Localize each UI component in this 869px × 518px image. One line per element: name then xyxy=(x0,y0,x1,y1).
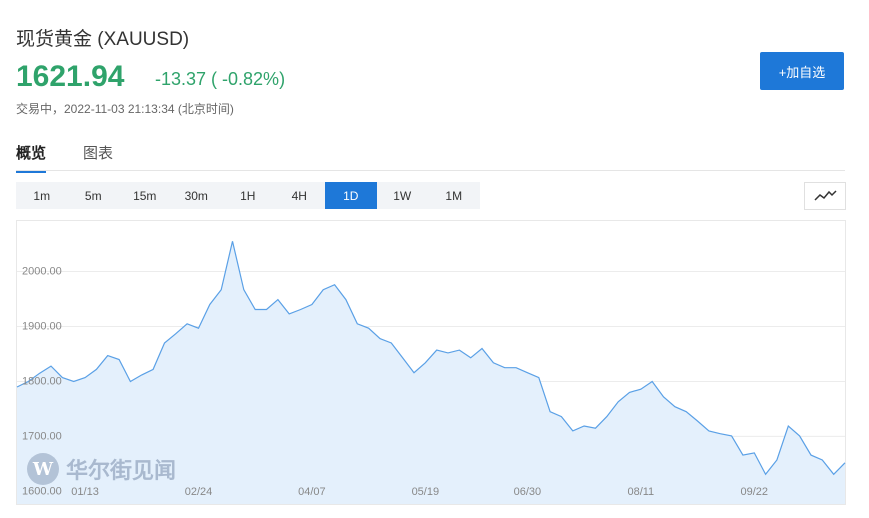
x-tick-label: 01/13 xyxy=(71,486,99,498)
watermark-text: 华尔街见闻 xyxy=(66,458,177,484)
change: -13.37 ( -0.82%) xyxy=(155,69,286,89)
status: 交易中，2022-11-03 21:13:34 (北京时间) xyxy=(16,102,234,116)
y-tick-label: 1900.00 xyxy=(22,320,62,332)
watermark-logo: W xyxy=(27,453,59,485)
svg-text:W: W xyxy=(32,459,54,480)
interval-button[interactable]: 1W xyxy=(393,188,412,203)
watermark: W 华尔街见闻 xyxy=(26,452,176,486)
line xyxy=(16,241,846,476)
x-tick-label: 09/22 xyxy=(740,486,768,498)
y-tick-label: 1600.00 xyxy=(22,485,62,497)
tab[interactable]: 概览 xyxy=(16,142,47,173)
y-tick-label: 2000.00 xyxy=(22,265,62,277)
interval-button[interactable]: 30m xyxy=(184,188,208,203)
interval-button[interactable]: 1M xyxy=(445,188,463,203)
chart-type-icon xyxy=(814,190,837,201)
y-tick-label: 1800.00 xyxy=(22,375,62,387)
title: 现货黄金 (XAUUSD) xyxy=(16,29,190,50)
x-tick-label: 08/11 xyxy=(627,486,654,498)
x-tick-label: 02/24 xyxy=(185,486,213,498)
x-tick-label: 05/19 xyxy=(412,486,440,498)
add-watchlist-button[interactable]: +加自选 xyxy=(760,52,844,90)
plot-border xyxy=(16,220,846,505)
interval-button[interactable]: 5m xyxy=(84,188,102,203)
divider xyxy=(16,170,845,171)
interval-button[interactable]: 4H xyxy=(291,188,307,203)
interval-button[interactable]: 1m xyxy=(33,188,51,203)
interval-bar: 1m 5m 15m 30m 1H 4H 1D 1W 1M xyxy=(16,182,480,209)
interval-button[interactable]: 15m xyxy=(133,188,157,203)
y-tick-label: 1700.00 xyxy=(22,430,62,442)
interval-button[interactable]: 1H xyxy=(240,188,256,203)
area xyxy=(17,241,845,505)
chart-type-button[interactable] xyxy=(804,182,846,210)
interval-button[interactable]: 1D xyxy=(325,182,377,209)
price: 1621.94 xyxy=(16,60,125,93)
x-tick-label: 06/30 xyxy=(514,486,542,498)
chart: 1600.00 1700.00 1800.00 1900.00 2000.00 01/13… xyxy=(16,220,846,505)
tab[interactable]: 图表 xyxy=(83,145,114,162)
x-tick-label: 04/07 xyxy=(298,486,326,498)
